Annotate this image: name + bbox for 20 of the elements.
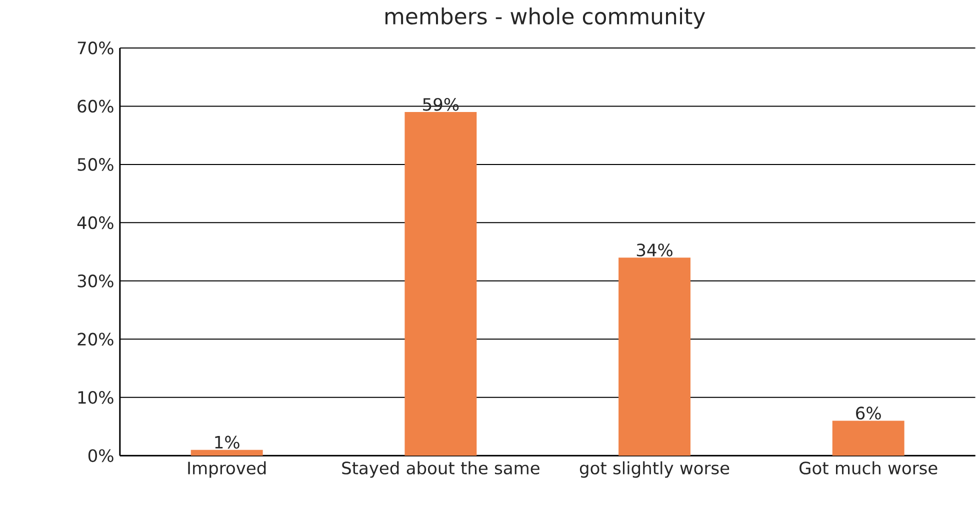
bar <box>404 112 477 456</box>
y-tick-label: 10% <box>78 391 114 404</box>
x-tick-label: Stayed about the same <box>342 461 540 478</box>
bar <box>832 420 904 456</box>
data-label: 6% <box>856 406 881 420</box>
bar <box>618 258 690 456</box>
y-tick-label: 70% <box>78 42 114 55</box>
y-tick-label: 20% <box>78 332 114 346</box>
bar <box>190 450 263 456</box>
data-label: 1% <box>215 436 240 449</box>
y-tick-label: 40% <box>77 216 114 230</box>
y-tick-label: 0% <box>88 449 114 462</box>
x-tick-label: got slightly worse <box>580 461 730 478</box>
data-label: 34% <box>636 244 672 257</box>
y-tick-label: 60% <box>78 100 114 113</box>
y-tick-label: 50% <box>78 158 114 172</box>
y-tick-label: 30% <box>78 274 114 288</box>
x-tick-label: Improved <box>188 461 266 478</box>
chart-title: members - whole community <box>386 8 706 29</box>
x-tick-label: Got much worse <box>800 461 938 475</box>
